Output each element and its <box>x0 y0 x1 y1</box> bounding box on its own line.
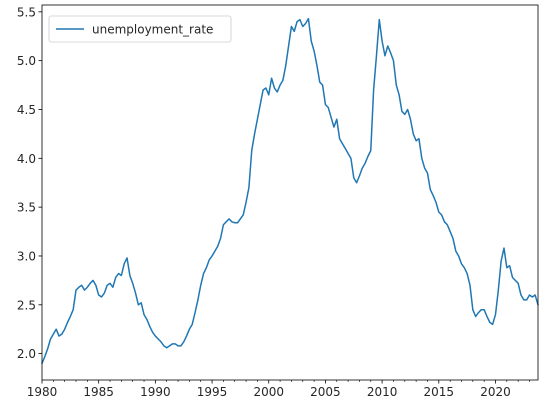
x-axis-ticks: 1980 1985 1990 1995 2000 2005 2010 2015 2020 <box>27 380 530 399</box>
legend-box <box>48 15 232 43</box>
legend-label: unemployment_rate <box>92 23 213 37</box>
x-tick-label: 2020 <box>480 385 511 399</box>
y-tick-label: 2.0 <box>17 347 36 361</box>
series-line-unemployment-rate <box>41 17 539 365</box>
y-tick-label: 2.5 <box>17 298 36 312</box>
x-tick-label: 2015 <box>424 385 455 399</box>
legend: unemployment_rate <box>48 15 232 43</box>
plot-area <box>42 5 538 380</box>
y-tick-label: 5.5 <box>17 5 36 19</box>
y-axis-ticks: 2.0 2.5 3.0 3.5 4.0 4.5 5.0 5.5 <box>17 5 42 361</box>
x-tick-label: 2005 <box>310 385 341 399</box>
x-tick-label: 1990 <box>140 385 171 399</box>
x-tick-label: 1995 <box>197 385 228 399</box>
x-tick-label: 2000 <box>253 385 284 399</box>
y-tick-label: 5.0 <box>17 54 36 68</box>
y-tick-label: 4.0 <box>17 152 36 166</box>
y-tick-label: 3.0 <box>17 249 36 263</box>
plot-frame <box>41 4 539 381</box>
x-tick-label: 1985 <box>83 385 114 399</box>
y-tick-label: 4.5 <box>17 103 36 117</box>
x-tick-label: 2010 <box>367 385 398 399</box>
y-tick-label: 3.5 <box>17 201 36 215</box>
x-tick-label: 1980 <box>27 385 58 399</box>
